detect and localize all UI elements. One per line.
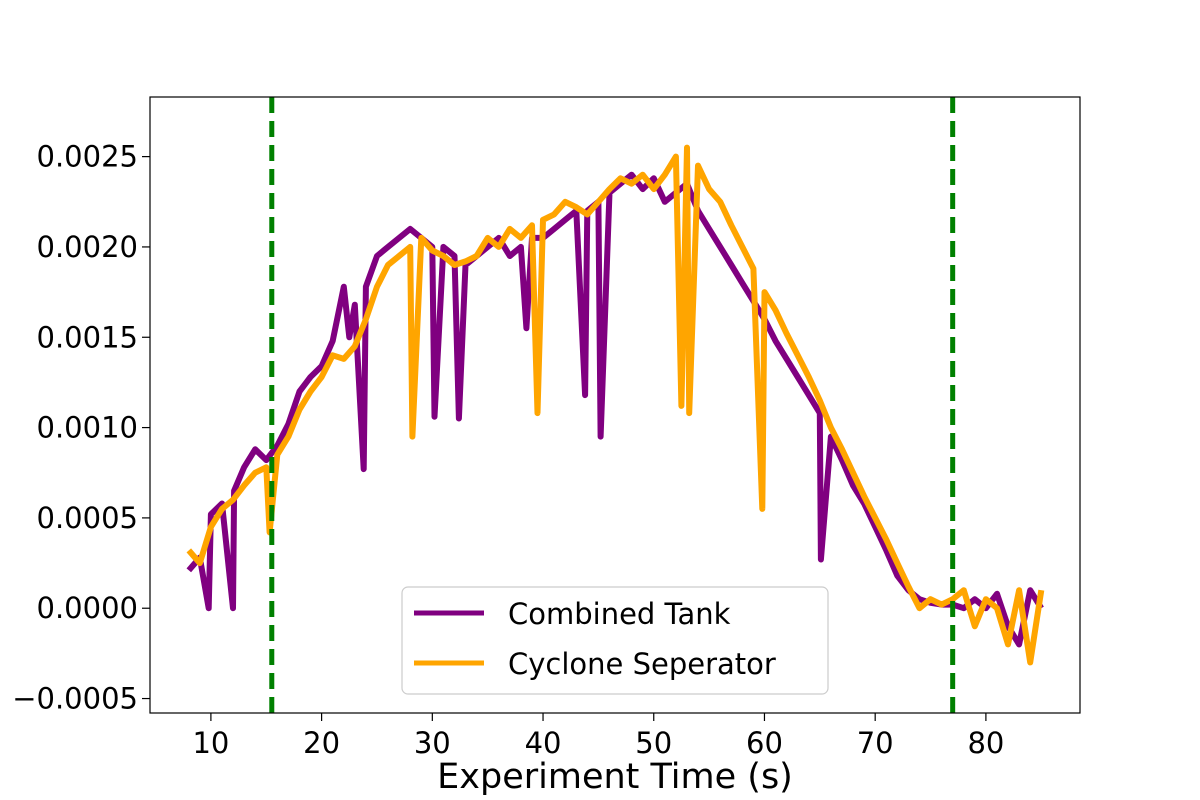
y-tick-label: 0.0010 (37, 411, 138, 445)
y-tick-label: 0.0005 (37, 501, 138, 535)
x-tick-label: 70 (857, 726, 894, 760)
series-line-combined-tank (186, 171, 1044, 648)
legend-label-combined-tank: Combined Tank (508, 597, 731, 631)
x-axis: 10 20 30 40 50 60 70 80 (192, 713, 1004, 760)
series-layer (186, 144, 1045, 666)
y-axis: −0.0005 0.0000 0.0005 0.0010 0.0015 0.0020 0.0… (12, 140, 150, 716)
x-tick-label: 10 (192, 726, 229, 760)
y-tick-label: 0.0020 (37, 230, 138, 264)
legend-box (401, 586, 829, 695)
x-tick-label: 40 (525, 726, 562, 760)
series-line-cyclone-seperator (186, 144, 1045, 666)
x-tick-label: 50 (635, 726, 672, 760)
x-tick-label: 20 (303, 726, 340, 760)
y-tick-label: 0.0015 (37, 320, 138, 354)
x-tick-label: 60 (746, 726, 783, 760)
x-tick-label: 80 (967, 726, 1004, 760)
x-tick-label: 30 (414, 726, 451, 760)
legend: Combined Tank Cyclone Seperator (401, 586, 829, 695)
y-tick-label: 0.0025 (37, 140, 138, 174)
reference-lines (269, 97, 956, 713)
y-tick-label: −0.0005 (12, 682, 138, 716)
plot-frame (149, 96, 1081, 714)
y-tick-label: 0.0000 (37, 591, 138, 625)
legend-label-cyclone-seperator: Cyclone Seperator (508, 647, 776, 681)
x-axis-title: Experiment Time (s) (437, 757, 793, 797)
